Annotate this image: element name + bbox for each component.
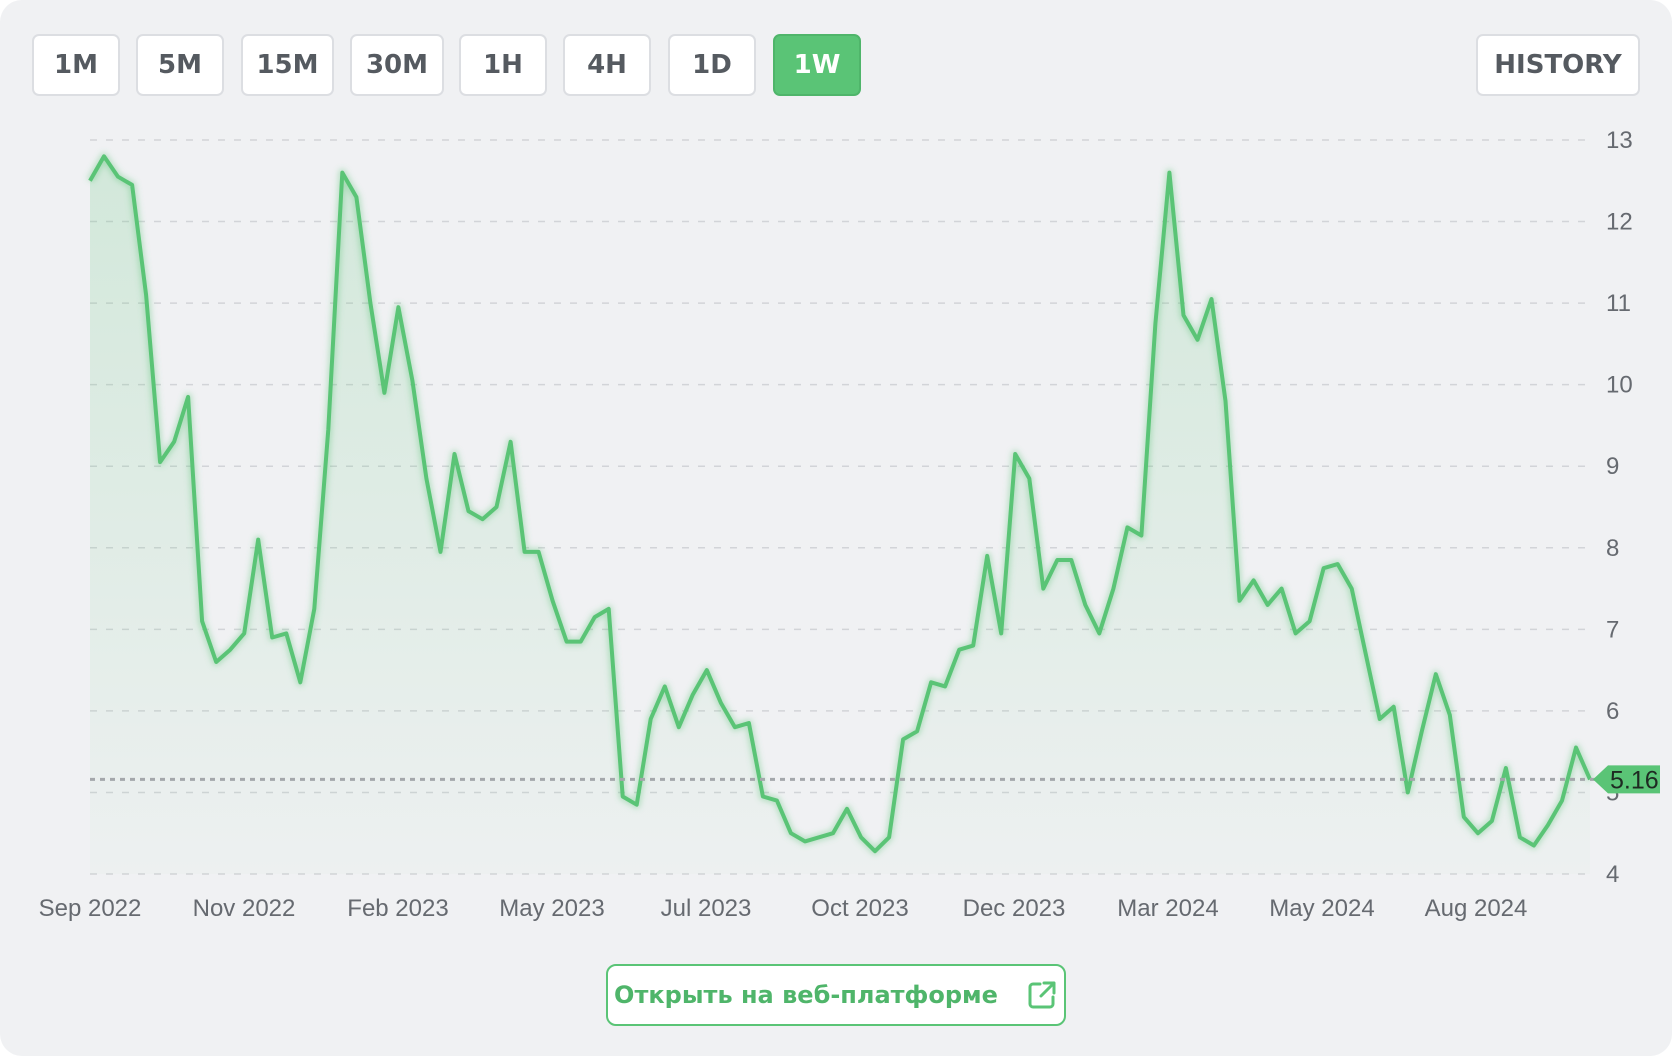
- y-tick-label: 4: [1606, 861, 1619, 888]
- x-tick-label: May 2023: [499, 895, 604, 922]
- y-tick-label: 13: [1606, 127, 1633, 154]
- timeframe-1w-button[interactable]: 1W: [773, 34, 861, 96]
- x-tick-label: Jul 2023: [661, 895, 752, 922]
- y-tick-label: 6: [1606, 698, 1619, 725]
- y-tick-label: 12: [1606, 209, 1633, 236]
- y-tick-label: 10: [1606, 372, 1633, 399]
- x-tick-label: Dec 2023: [963, 895, 1066, 922]
- y-tick-label: 11: [1606, 290, 1631, 317]
- timeframe-1h-button[interactable]: 1H: [459, 34, 547, 96]
- y-axis: 45678910111213: [1606, 127, 1633, 888]
- y-tick-label: 8: [1606, 535, 1619, 562]
- chart-area: [86, 152, 1594, 875]
- current-price-label: 5.16: [1610, 766, 1659, 794]
- external-link-icon: [1026, 979, 1058, 1011]
- series-line: [88, 154, 1592, 854]
- x-axis: Sep 2022 Nov 2022 Feb 2023 May 2023 Jul 2023…: [39, 895, 1528, 922]
- x-tick-label: Nov 2022: [193, 895, 296, 922]
- x-tick-label: Aug 2024: [1425, 895, 1528, 922]
- x-tick-label: Sep 2022: [39, 895, 142, 922]
- x-tick-label: Feb 2023: [347, 895, 448, 922]
- timeframe-30m-button[interactable]: 30M: [350, 34, 444, 96]
- x-tick-label: May 2024: [1269, 895, 1374, 922]
- timeframe-15m-button[interactable]: 15M: [241, 34, 334, 96]
- open-web-platform-label: Открыть на веб-платформе: [614, 981, 998, 1009]
- timeframe-1d-button[interactable]: 1D: [668, 34, 756, 96]
- timeframe-4h-button[interactable]: 4H: [563, 34, 651, 96]
- x-tick-label: Mar 2024: [1117, 895, 1218, 922]
- current-price-indicator: 5.16: [90, 765, 1660, 794]
- timeframe-5m-button[interactable]: 5M: [136, 34, 224, 96]
- open-web-platform-button[interactable]: Открыть на веб-платформе: [606, 964, 1066, 1026]
- price-arrow-icon: [1593, 765, 1660, 794]
- y-tick-label: 9: [1606, 453, 1619, 480]
- timeframe-1m-button[interactable]: 1M: [32, 34, 120, 96]
- y-tick-label: 7: [1606, 616, 1619, 643]
- history-button[interactable]: HISTORY: [1476, 34, 1640, 96]
- x-tick-label: Oct 2023: [811, 895, 908, 922]
- area-fill: [90, 156, 1590, 875]
